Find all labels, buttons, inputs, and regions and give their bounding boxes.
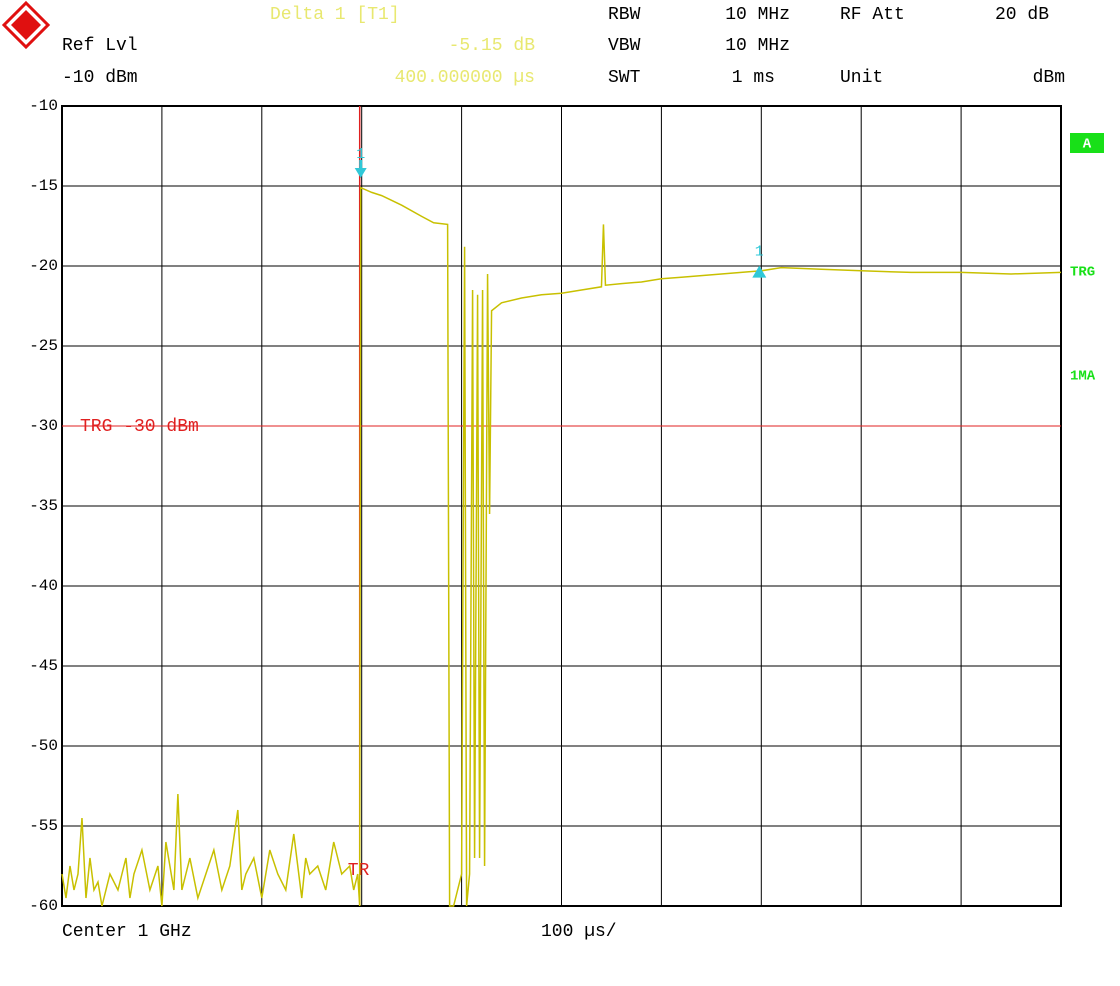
y-tick-label: -30 (29, 417, 58, 435)
side-label: TRG (1070, 265, 1095, 281)
marker-label: 1 (755, 244, 764, 261)
swt-label: SWT (608, 68, 641, 88)
y-tick-label: -50 (29, 737, 58, 755)
ref-lvl-label: Ref Lvl (62, 36, 138, 56)
side-box (1070, 133, 1104, 153)
y-tick-label: -35 (29, 497, 58, 515)
trace (61, 186, 1062, 907)
trigger-time-label: TR (348, 861, 370, 881)
y-tick-label: -60 (29, 897, 58, 915)
ref-lvl-value: -10 dBm (62, 68, 138, 88)
y-tick-label: -25 (29, 337, 58, 355)
y-tick-label: -45 (29, 657, 58, 675)
y-tick-label: -20 (29, 257, 58, 275)
marker (752, 265, 767, 278)
y-tick-label: -10 (29, 97, 58, 115)
vbw-value: 10 MHz (725, 36, 790, 56)
rf-att-label: RF Att (840, 5, 905, 25)
unit-label: Unit (840, 68, 883, 88)
center-label: Center 1 GHz (62, 922, 192, 942)
y-tick-label: -55 (29, 817, 58, 835)
span-label: 100 µs/ (541, 922, 617, 942)
swt-value: 1 ms (732, 68, 775, 88)
marker-title: Delta 1 [T1] (270, 5, 400, 25)
y-tick-label: -15 (29, 177, 58, 195)
vbw-label: VBW (608, 36, 641, 56)
marker (354, 160, 367, 178)
rbw-value: 10 MHz (725, 5, 790, 25)
marker-value: -5.15 dB (449, 36, 536, 56)
rbw-label: RBW (608, 5, 641, 25)
side-label: A (1083, 137, 1092, 153)
marker-time: 400.000000 µs (395, 68, 535, 88)
plot-frame (61, 105, 1062, 907)
marker-label: 1 (356, 146, 365, 163)
y-tick-label: -40 (29, 577, 58, 595)
rf-att-value: 20 dB (995, 5, 1049, 25)
unit-value: dBm (1033, 68, 1065, 88)
rs-logo (1, 0, 51, 50)
trigger-label: TRG -30 dBm (80, 417, 199, 437)
side-label: 1MA (1070, 369, 1096, 385)
